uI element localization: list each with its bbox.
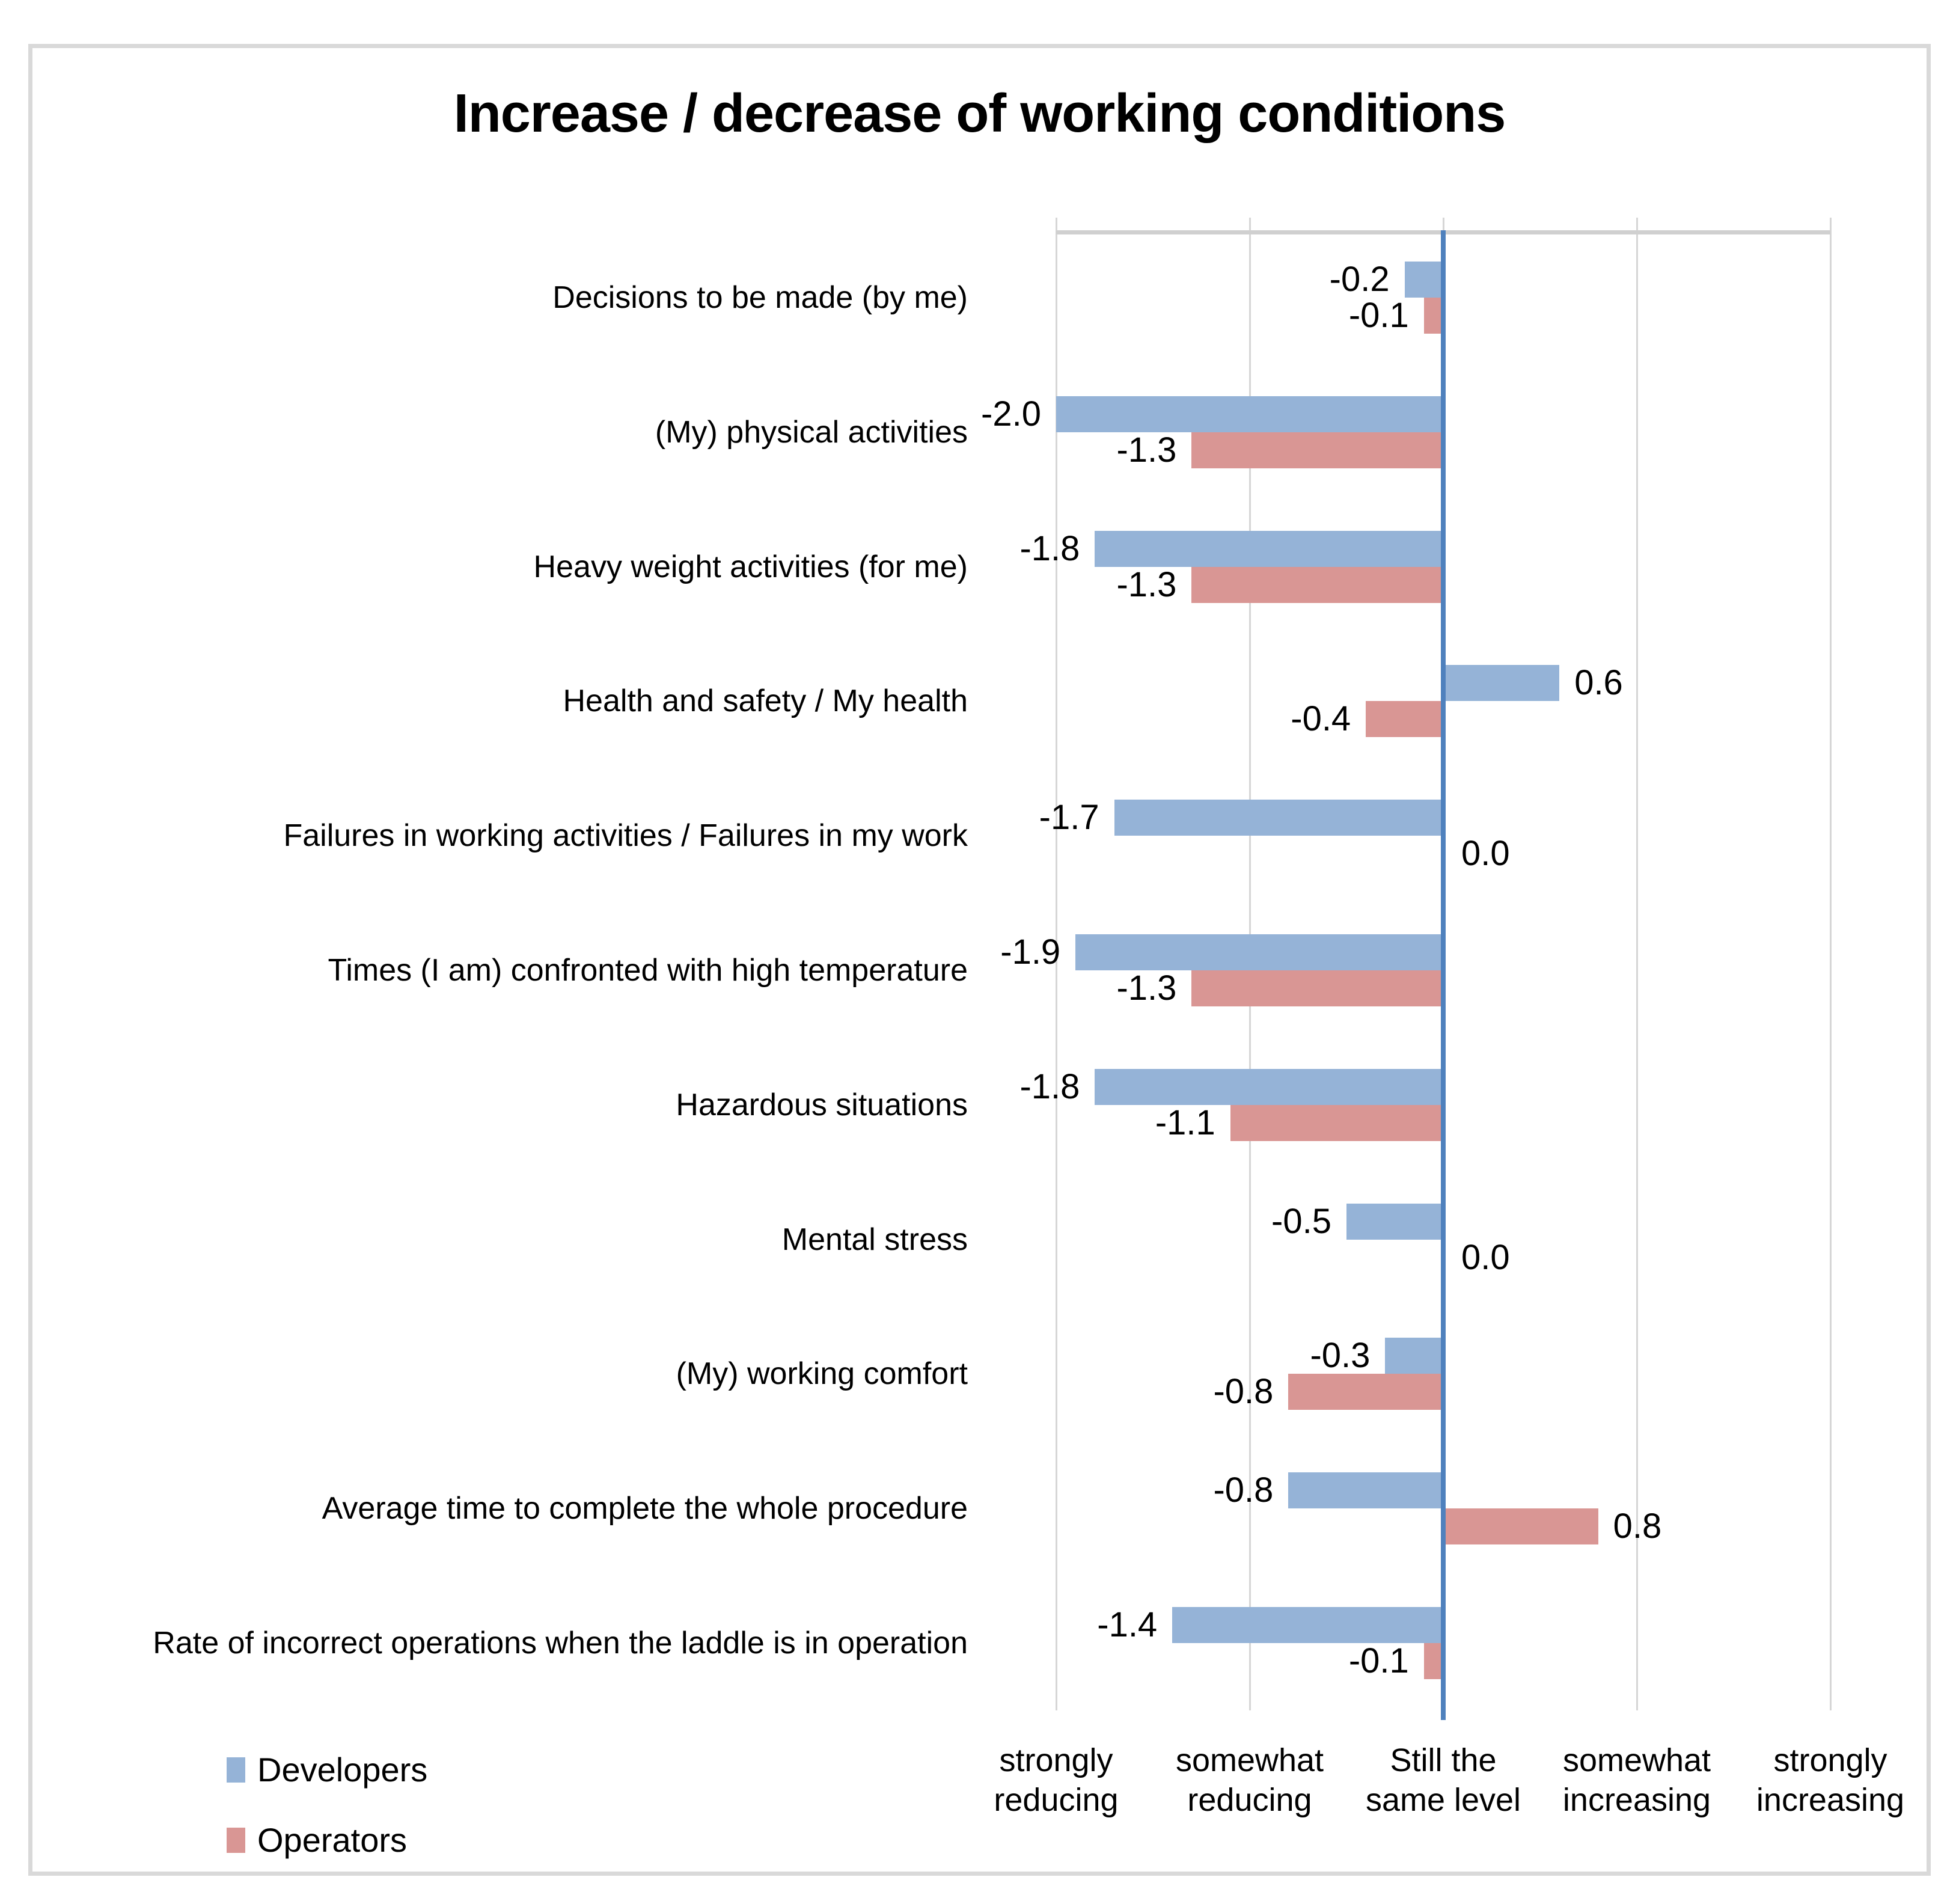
gridline — [1636, 218, 1638, 1710]
value-label: -0.5 — [1271, 1201, 1331, 1241]
value-label: -1.9 — [1000, 932, 1061, 972]
x-axis-tick-line: same level — [1365, 1782, 1521, 1818]
value-label: -0.8 — [1213, 1471, 1274, 1510]
x-axis-tick-line: increasing — [1756, 1782, 1905, 1818]
operators-bar — [1366, 701, 1443, 738]
operators-bar — [1423, 1643, 1443, 1680]
value-label: -1.3 — [1116, 565, 1177, 604]
operators-bar — [1230, 1104, 1443, 1141]
x-axis-tick-line: reducing — [1187, 1782, 1312, 1818]
gridline — [1056, 218, 1057, 1710]
value-label: -1.8 — [1019, 1067, 1080, 1106]
x-axis-tick-label: strongly reducing — [924, 1740, 1188, 1820]
category-label: Mental stress — [781, 1222, 968, 1257]
x-axis-tick-line: increasing — [1562, 1782, 1711, 1818]
category-label: (My) physical activities — [655, 414, 968, 450]
developers-bar — [1172, 1607, 1443, 1644]
operators-bar — [1191, 432, 1443, 468]
value-label: -1.3 — [1116, 969, 1177, 1008]
operators-bar — [1423, 297, 1443, 334]
value-label: -1.8 — [1019, 528, 1080, 568]
developers-bar — [1443, 665, 1560, 702]
developers-bar — [1114, 800, 1443, 836]
developers-bar — [1404, 261, 1443, 298]
chart-border — [28, 44, 1931, 1876]
x-axis-tick-line: somewhat — [1175, 1742, 1324, 1778]
value-label: -0.8 — [1213, 1372, 1274, 1412]
value-label: 0.0 — [1461, 1237, 1510, 1277]
developers-legend-swatch — [227, 1757, 245, 1783]
x-axis-tick-line: strongly — [1773, 1742, 1887, 1778]
x-axis-tick-line: somewhat — [1562, 1742, 1711, 1778]
value-label: 0.8 — [1613, 1507, 1662, 1546]
operators-bar — [1191, 970, 1443, 1006]
developers-bar — [1288, 1472, 1443, 1509]
value-label: -0.4 — [1291, 699, 1351, 739]
value-label: -1.7 — [1039, 798, 1099, 837]
value-label: -0.3 — [1310, 1336, 1371, 1376]
value-label: -1.3 — [1116, 430, 1177, 470]
x-axis-tick-line: reducing — [994, 1782, 1119, 1818]
category-label: Decisions to be made (by me) — [552, 280, 968, 315]
category-label: Hazardous situations — [676, 1087, 968, 1122]
value-label: 0.0 — [1461, 834, 1510, 874]
value-label: -0.2 — [1329, 259, 1390, 299]
operators-bar — [1288, 1374, 1443, 1410]
value-label: -0.1 — [1348, 1641, 1409, 1681]
category-label: Health and safety / My health — [563, 684, 968, 719]
x-axis-tick-label: somewhat reducing — [1117, 1740, 1382, 1820]
value-label: -0.1 — [1348, 295, 1409, 335]
developers-bar — [1346, 1203, 1443, 1240]
value-label: -1.1 — [1155, 1103, 1215, 1142]
developers-legend-label: Developers — [257, 1751, 428, 1789]
x-axis-tick-line: strongly — [999, 1742, 1113, 1778]
developers-bar — [1095, 1068, 1443, 1105]
value-label: -2.0 — [981, 394, 1041, 433]
category-label: Average time to complete the whole proce… — [322, 1491, 968, 1526]
developers-bar — [1056, 396, 1443, 432]
x-axis-tick-label: Still the same level — [1311, 1740, 1575, 1820]
x-axis-tick-label: strongly increasing — [1698, 1740, 1959, 1820]
gridline — [1830, 218, 1832, 1710]
value-label: 0.6 — [1574, 663, 1623, 703]
category-label: Heavy weight activities (for me) — [533, 549, 968, 584]
developers-bar — [1385, 1338, 1443, 1374]
value-label: -1.4 — [1097, 1605, 1158, 1645]
developers-bar — [1095, 530, 1443, 567]
category-label: Times (I am) confronted with high temper… — [328, 953, 968, 988]
operators-legend-label: Operators — [257, 1821, 407, 1859]
chart-title: Increase / decrease of working condition… — [453, 84, 1506, 144]
zero-axis-line — [1441, 230, 1446, 1720]
category-label: Failures in working activities / Failure… — [283, 818, 968, 854]
category-label: (My) working comfort — [676, 1356, 968, 1392]
operators-bar — [1191, 566, 1443, 603]
x-axis-tick-label: somewhat increasing — [1505, 1740, 1769, 1820]
developers-bar — [1075, 934, 1443, 970]
x-axis-tick-line: Still the — [1390, 1742, 1497, 1778]
operators-bar — [1443, 1508, 1598, 1545]
operators-legend-swatch — [227, 1828, 245, 1853]
category-label: Rate of incorrect operations when the la… — [153, 1626, 968, 1661]
